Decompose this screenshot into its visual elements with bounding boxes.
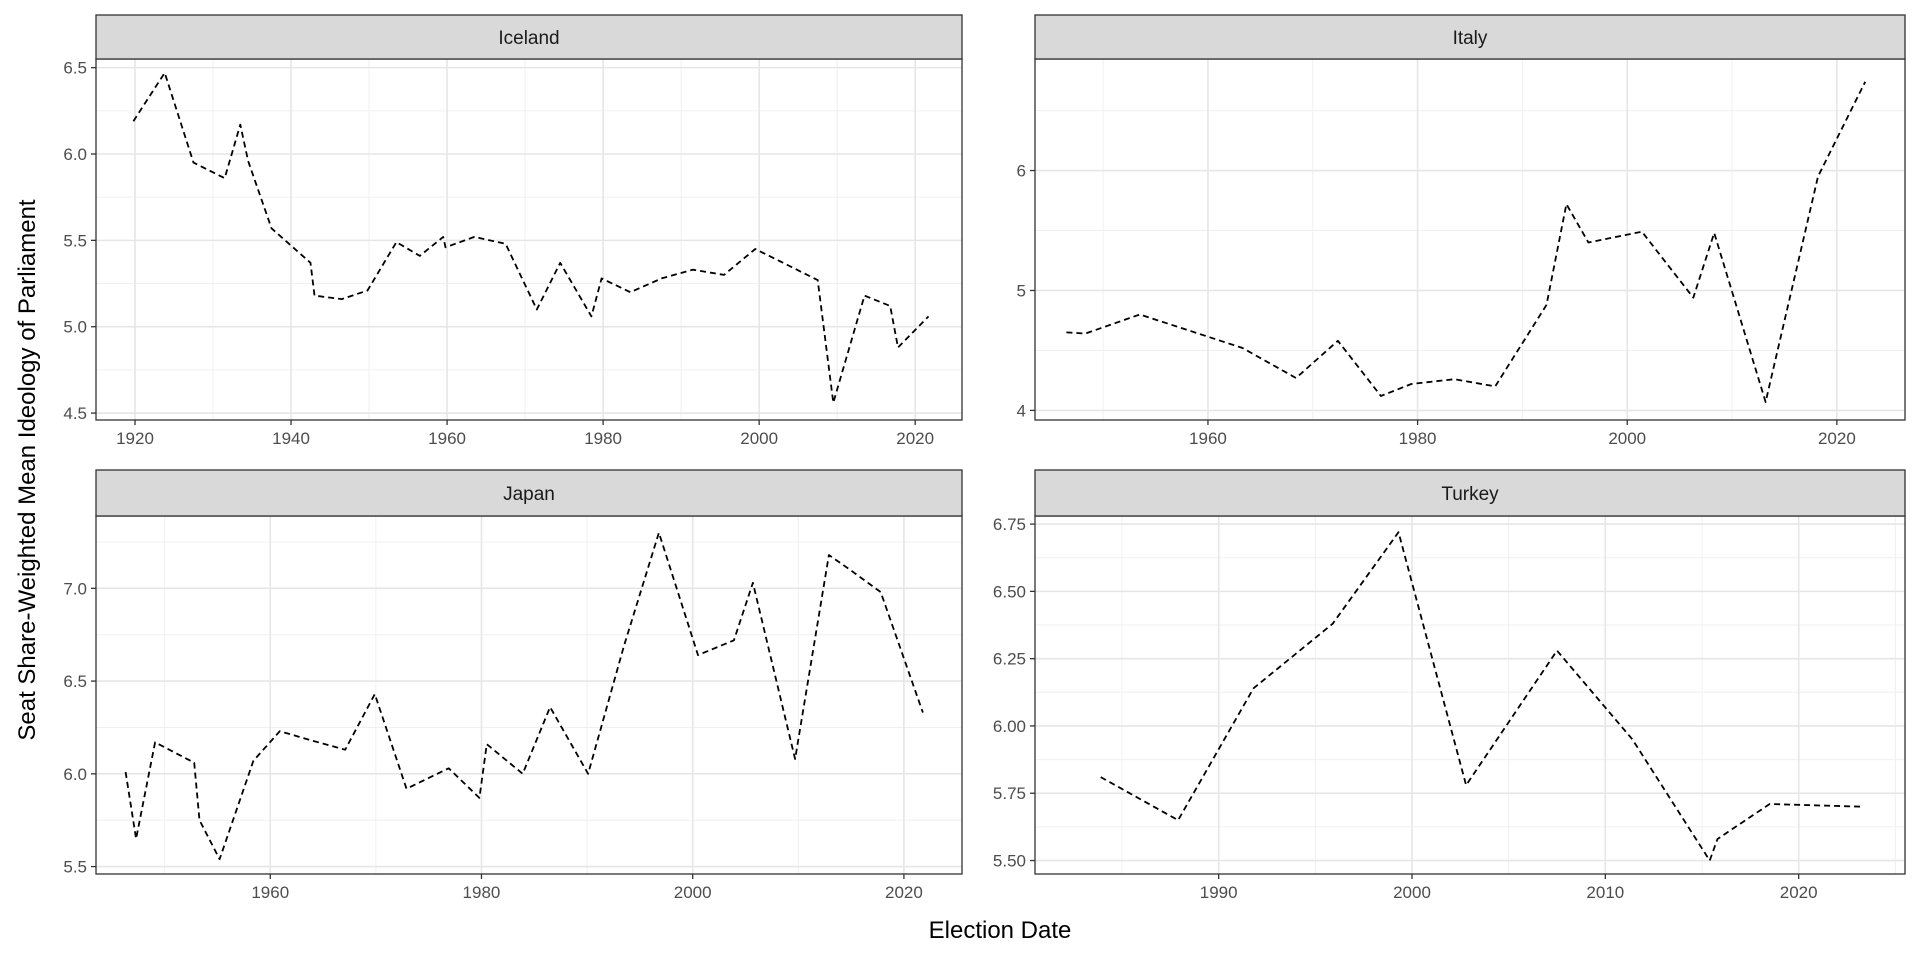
plot-area	[1035, 59, 1905, 420]
y-tick-label: 6.75	[993, 515, 1026, 534]
y-tick-label: 5.50	[993, 852, 1026, 871]
x-tick-label: 2000	[1393, 883, 1431, 902]
plot-area	[1035, 516, 1905, 874]
x-tick-label: 2000	[674, 883, 712, 902]
x-tick-label: 1940	[272, 429, 310, 448]
panel-japan: Japan 1960 1980 2000 2020 5.5 6.0 6.5 7.0	[63, 469, 963, 902]
x-tick-label: 1960	[428, 429, 466, 448]
facet-strip	[95, 14, 963, 60]
plot-area	[96, 516, 962, 874]
series-line-iceland	[132, 71, 930, 404]
panel-italy: Italy 1960 1980 2000 2020 4 5 6	[1017, 14, 1906, 448]
y-tick-label: 5.0	[63, 318, 87, 337]
series-line-japan	[124, 531, 924, 861]
x-tick-label: 1980	[463, 883, 501, 902]
y-tick-label: 5.5	[63, 231, 87, 250]
x-tick-label: 2020	[896, 429, 934, 448]
facet-panels: Iceland 1920 1940 1960 1980 2000 2020 4.5 5.0 5.5…	[63, 14, 1906, 902]
y-tick-label: 5.5	[63, 858, 87, 877]
y-tick-label: 6.25	[993, 650, 1026, 669]
facet-strip-label: Iceland	[498, 28, 559, 49]
facet-strip-label: Italy	[1453, 28, 1488, 49]
y-tick-label: 6.5	[63, 59, 87, 78]
x-tick-label: 2020	[885, 883, 923, 902]
facet-strip-label: Turkey	[1441, 484, 1499, 505]
x-axis-title: Election Date	[929, 917, 1072, 944]
x-tick-label: 2000	[740, 429, 778, 448]
facet-strip	[95, 469, 963, 517]
facet-strip	[1034, 14, 1906, 60]
x-tick-label: 1980	[1399, 429, 1437, 448]
x-tick-label: 1990	[1200, 883, 1238, 902]
y-tick-label: 6.0	[63, 765, 87, 784]
panel-iceland: Iceland 1920 1940 1960 1980 2000 2020 4.5 5.0 5.5…	[63, 14, 963, 448]
series-line-turkey	[1100, 531, 1863, 862]
x-tick-label: 1920	[116, 429, 154, 448]
y-tick-label: 6	[1017, 162, 1026, 181]
y-tick-label: 4	[1017, 401, 1026, 420]
facet-strip-label: Japan	[503, 484, 555, 505]
panel-turkey: Turkey 1990 2000 2010 2020 5.50 5.75 6.00 6.25 6.…	[993, 469, 1906, 902]
x-tick-label: 2020	[1818, 429, 1856, 448]
y-tick-label: 6.50	[993, 582, 1026, 601]
y-tick-label: 5.75	[993, 784, 1026, 803]
plot-area	[96, 59, 962, 420]
x-tick-label: 2020	[1780, 883, 1818, 902]
facet-strip	[1034, 469, 1906, 517]
y-tick-label: 5	[1017, 281, 1026, 300]
y-tick-label: 6.5	[63, 672, 87, 691]
x-tick-label: 2000	[1608, 429, 1646, 448]
y-tick-label: 4.5	[63, 404, 87, 423]
x-tick-label: 2010	[1586, 883, 1624, 902]
y-tick-label: 7.0	[63, 579, 87, 598]
x-tick-label: 1980	[584, 429, 622, 448]
y-axis-title: Seat Share-Weighted Mean Ideology of Par…	[14, 199, 41, 741]
x-tick-label: 1960	[251, 883, 289, 902]
x-tick-label: 1960	[1189, 429, 1227, 448]
y-tick-label: 6.00	[993, 717, 1026, 736]
y-tick-label: 6.0	[63, 145, 87, 164]
